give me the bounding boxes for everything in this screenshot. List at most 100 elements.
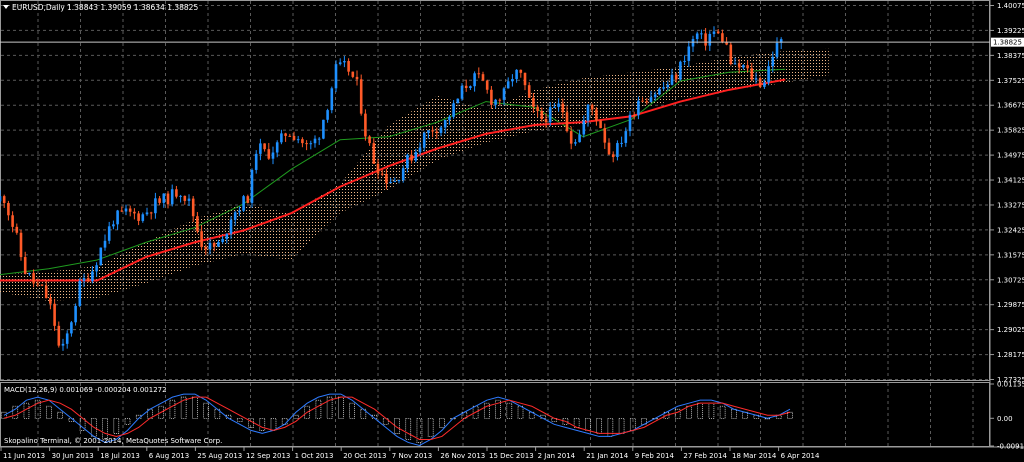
bear-candle-body [485, 80, 489, 90]
macd-histogram-bar [113, 417, 120, 434]
bull-candle-body [649, 97, 653, 102]
bear-candle-body [32, 272, 35, 284]
price-tick-label: 1.40075 [997, 2, 1024, 10]
bull-candle-body [296, 139, 300, 141]
chart-header: EURUSD,Daily 1.38843 1.39059 1.38634 1.3… [3, 3, 198, 12]
bear-candle-body [36, 283, 40, 285]
time-tick-label: 20 Oct 2013 [343, 452, 386, 460]
bull-candle-body [502, 88, 506, 100]
bear-candle-body [133, 211, 136, 214]
bull-candle-body [338, 62, 342, 65]
bear-candle-body [607, 142, 611, 155]
time-tick-label: 6 Apr 2014 [781, 452, 820, 460]
bull-candle-body [666, 84, 670, 88]
macd-histogram-bar [439, 417, 445, 428]
bear-candle-body [523, 72, 527, 86]
bear-candle-body [599, 120, 602, 129]
bull-candle-body [406, 154, 409, 169]
bull-candle-body [557, 103, 560, 107]
macd-histogram-bar [270, 417, 277, 431]
price-tick-label: 1.37525 [997, 77, 1024, 85]
bull-candle-body [448, 116, 451, 120]
candlesticks [0, 26, 783, 351]
bull-candle-body [620, 142, 623, 144]
macd-histogram-bar [293, 414, 299, 419]
price-tick-label: 1.32425 [997, 226, 1024, 234]
macd-line [3, 393, 791, 447]
bear-candle-body [603, 128, 607, 143]
bear-candle-body [645, 101, 649, 103]
copyright-text: Skopalino Terminal, © 2001-2014, MetaQuo… [4, 437, 222, 445]
bull-candle-body [187, 198, 191, 201]
bear-candle-body [376, 163, 380, 174]
bear-candle-body [632, 114, 636, 116]
bull-candle-body [511, 79, 514, 82]
bear-candle-body [431, 130, 434, 132]
macd-histogram-bar [686, 405, 692, 419]
bull-candle-body [221, 239, 224, 243]
time-tick-label: 9 Feb 2014 [635, 452, 675, 460]
bear-candle-body [380, 173, 384, 175]
bear-candle-body [746, 65, 749, 69]
bull-candle-body [254, 153, 258, 170]
bull-candle-body [578, 134, 581, 143]
bull-candle-body [82, 278, 86, 281]
bear-candle-body [721, 33, 724, 42]
time-tick-label: 15 Dec 2013 [489, 452, 534, 460]
bull-candle-body [658, 88, 661, 95]
bear-candle-body [569, 131, 573, 144]
bull-candle-body [460, 85, 464, 99]
bear-candle-body [53, 303, 56, 326]
macd-histogram-bar [180, 396, 187, 419]
bull-candle-body [553, 106, 556, 108]
price-axis-labels: 1.40075 1.39225 1.38375 1.37525 1.36675 1.358… [990, 2, 1024, 384]
bull-candle-body [414, 151, 418, 161]
macd-histogram-bar [416, 417, 423, 443]
macd-histogram-bar [304, 405, 311, 419]
cloud-band [0, 48, 829, 302]
macd-histogram-bar [405, 417, 412, 440]
bear-candle-body [347, 61, 350, 72]
bear-candle-body [301, 139, 304, 144]
bull-candle-body [418, 147, 422, 152]
bull-candle-body [70, 322, 73, 334]
bull-candle-body [653, 94, 657, 98]
price-tick-label: 1.29875 [997, 301, 1024, 309]
bear-candle-body [158, 198, 161, 203]
price-tick-label: 1.36675 [997, 102, 1024, 110]
bull-candle-body [208, 242, 212, 250]
bull-candle-body [452, 103, 455, 117]
macd-histogram-bar [46, 405, 52, 419]
bear-candle-body [137, 213, 140, 221]
bull-candle-body [733, 63, 737, 65]
macd-histogram-bar [124, 417, 131, 425]
bull-candle-body [771, 56, 775, 67]
bear-candle-body [364, 113, 367, 137]
bear-candle-body [464, 85, 468, 89]
bear-candle-body [435, 131, 439, 133]
macd-histogram-bar [326, 396, 333, 419]
bear-candle-body [128, 208, 132, 212]
macd-histogram-bar [596, 417, 602, 434]
time-tick-label: 2 Jan 2014 [538, 452, 576, 460]
bull-candle-body [506, 81, 510, 89]
bull-candle-body [397, 179, 401, 182]
bull-candle-body [124, 208, 128, 212]
bear-candle-body [204, 247, 208, 250]
macd-tick-label: 0.01135 [997, 381, 1024, 389]
macd-histogram-bar [90, 417, 97, 437]
bull-candle-body [637, 100, 640, 116]
bull-candle-body [233, 212, 237, 220]
bear-candle-body [120, 210, 124, 212]
bear-candle-body [166, 193, 170, 205]
bull-candle-body [141, 214, 145, 221]
dropdown-arrow-icon[interactable] [3, 5, 9, 9]
bull-candle-body [65, 333, 69, 344]
bear-candle-body [527, 85, 531, 98]
bear-candle-body [674, 74, 678, 80]
bull-candle-body [473, 73, 476, 87]
macd-histogram-bar [674, 408, 681, 419]
macd-histogram-bar [607, 417, 614, 437]
macd-histogram-bar [506, 402, 513, 419]
